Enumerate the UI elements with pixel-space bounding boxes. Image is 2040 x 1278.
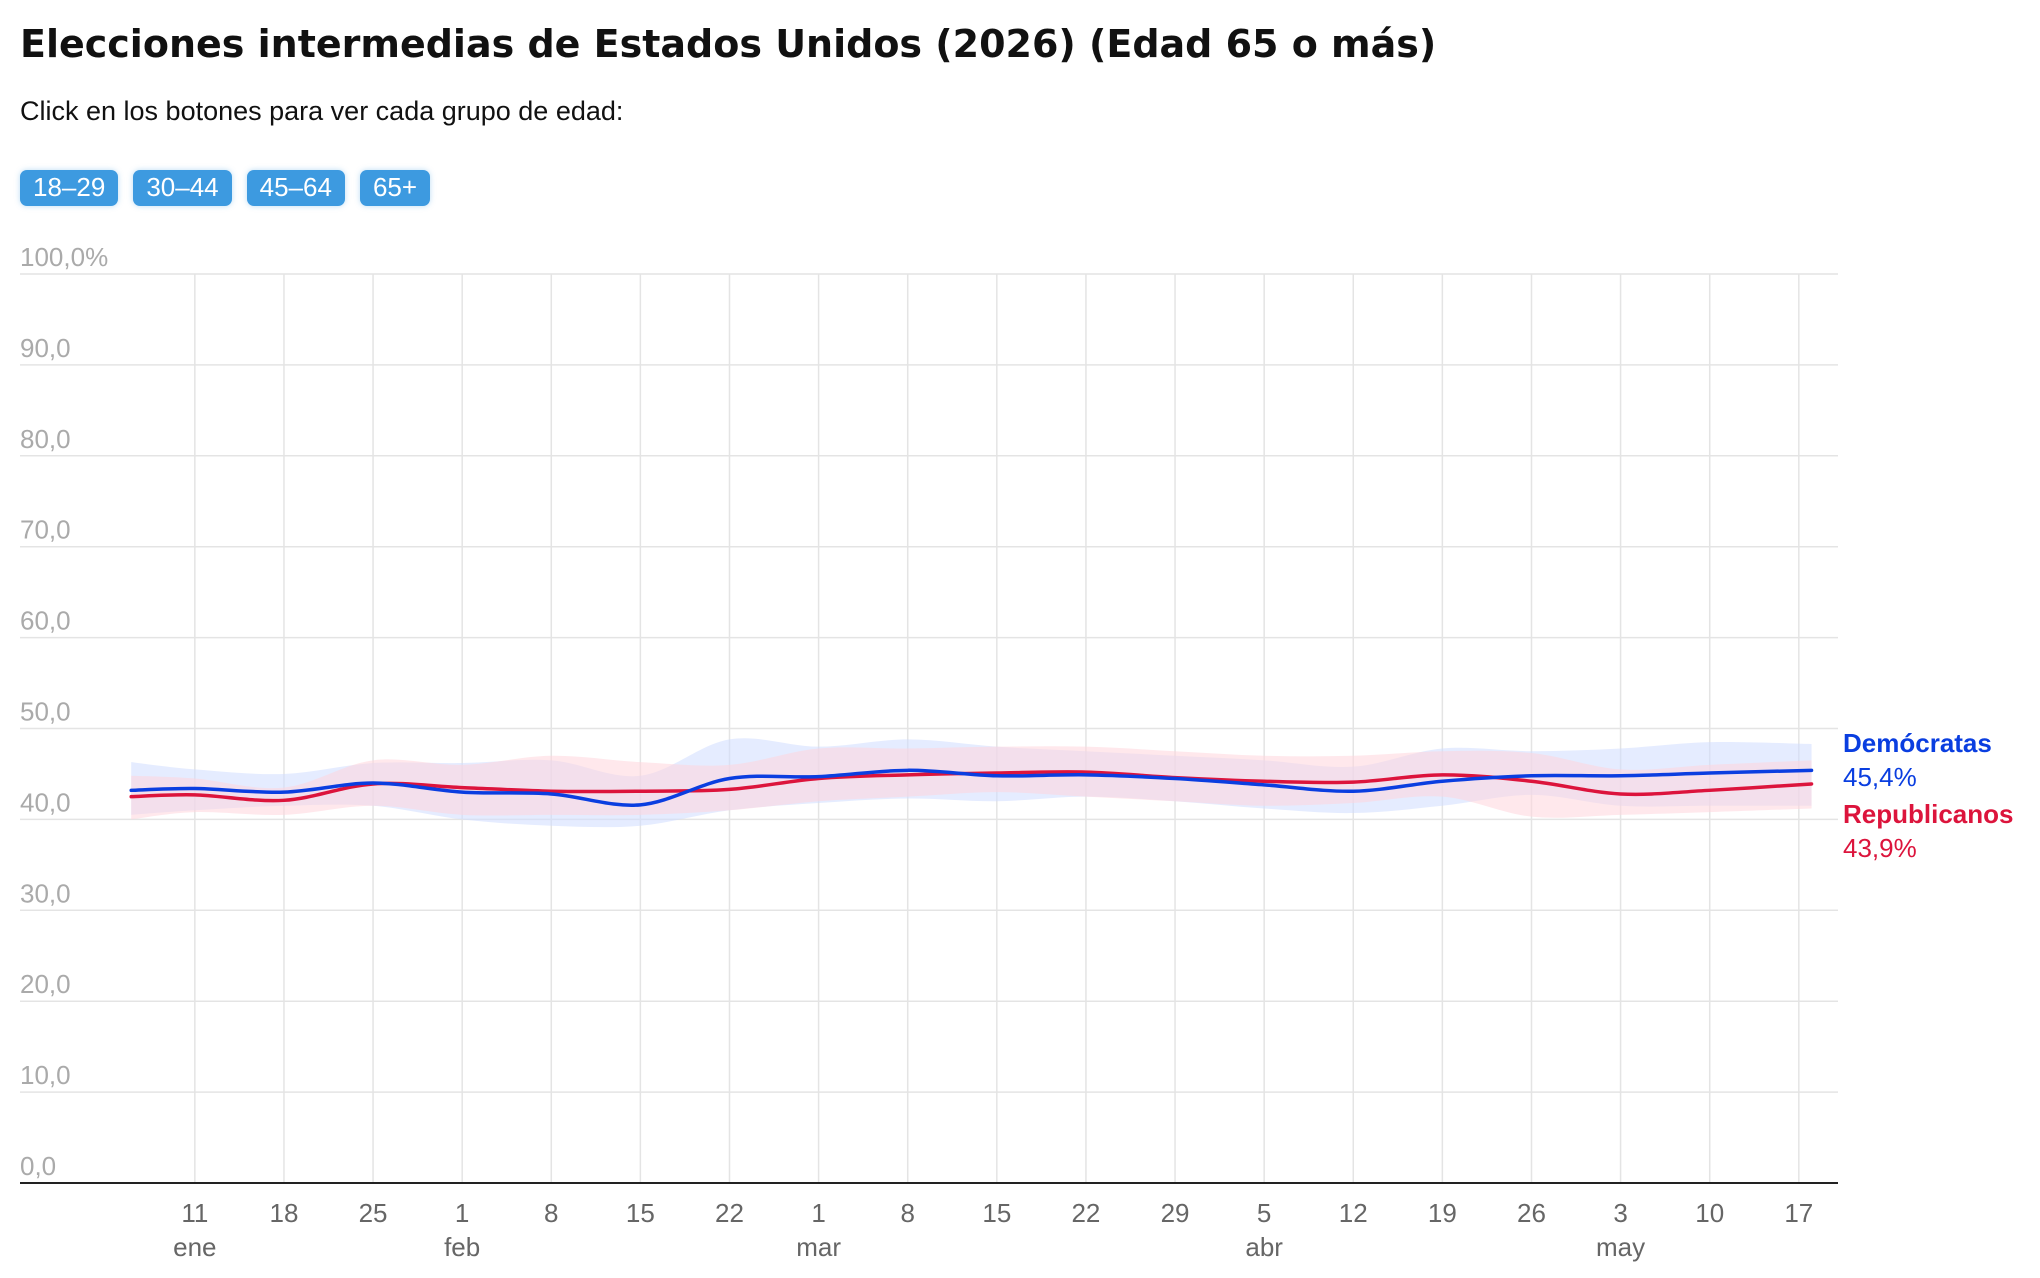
x-tick-label: 15 bbox=[982, 1198, 1011, 1228]
y-tick-label: 50,0 bbox=[20, 697, 71, 727]
x-month-label: mar bbox=[796, 1232, 841, 1262]
x-tick-label: 12 bbox=[1339, 1198, 1368, 1228]
y-tick-label: 30,0 bbox=[20, 878, 71, 908]
x-tick-label: 1 bbox=[455, 1198, 469, 1228]
x-tick-label: 18 bbox=[269, 1198, 298, 1228]
x-month-label: abr bbox=[1245, 1232, 1283, 1262]
x-tick-label: 5 bbox=[1257, 1198, 1271, 1228]
republicans-latest-value: 43,9% bbox=[1843, 833, 1917, 863]
chart-title: Elecciones intermedias de Estados Unidos… bbox=[20, 22, 1437, 66]
democrats-latest-value: 45,4% bbox=[1843, 762, 1917, 792]
y-tick-label: 80,0 bbox=[20, 424, 71, 454]
x-tick-label: 10 bbox=[1695, 1198, 1724, 1228]
x-tick-label: 17 bbox=[1784, 1198, 1813, 1228]
x-tick-label: 15 bbox=[626, 1198, 655, 1228]
age-button-18-29[interactable]: 18–29 bbox=[20, 170, 119, 206]
x-tick-label: 1 bbox=[811, 1198, 825, 1228]
age-group-buttons: 18–29 30–44 45–64 65+ bbox=[20, 170, 431, 206]
y-tick-label: 60,0 bbox=[20, 606, 71, 636]
x-tick-label: 26 bbox=[1517, 1198, 1546, 1228]
age-button-45-64[interactable]: 45–64 bbox=[246, 170, 345, 206]
x-tick-label: 25 bbox=[359, 1198, 388, 1228]
x-tick-label: 3 bbox=[1613, 1198, 1627, 1228]
age-button-65-plus[interactable]: 65+ bbox=[359, 170, 431, 206]
y-tick-label: 90,0 bbox=[20, 333, 71, 363]
x-month-label: feb bbox=[444, 1232, 480, 1262]
y-tick-label: 70,0 bbox=[20, 515, 71, 545]
x-month-label: may bbox=[1596, 1232, 1645, 1262]
x-tick-label: 11 bbox=[181, 1198, 208, 1228]
y-tick-label: 10,0 bbox=[20, 1060, 71, 1090]
x-tick-label: 8 bbox=[900, 1198, 914, 1228]
y-tick-label: 20,0 bbox=[20, 969, 71, 999]
buttons-instruction: Click en los botones para ver cada grupo… bbox=[20, 96, 624, 126]
republicans-legend-label: Republicanos bbox=[1843, 799, 2013, 829]
x-tick-label: 29 bbox=[1161, 1198, 1190, 1228]
republicans-confidence-band bbox=[131, 746, 1812, 820]
y-tick-label: 40,0 bbox=[20, 787, 71, 817]
x-month-label: ene bbox=[173, 1232, 216, 1262]
democrats-line bbox=[129, 768, 1814, 807]
x-tick-label: 22 bbox=[1071, 1198, 1100, 1228]
y-tick-label: 100,0% bbox=[20, 242, 108, 272]
democrats-legend-label: Demócratas bbox=[1843, 728, 1992, 758]
x-tick-label: 8 bbox=[544, 1198, 558, 1228]
age-button-30-44[interactable]: 30–44 bbox=[133, 170, 232, 206]
x-tick-label: 22 bbox=[715, 1198, 744, 1228]
y-tick-label: 0,0 bbox=[20, 1151, 56, 1181]
x-tick-label: 19 bbox=[1428, 1198, 1457, 1228]
